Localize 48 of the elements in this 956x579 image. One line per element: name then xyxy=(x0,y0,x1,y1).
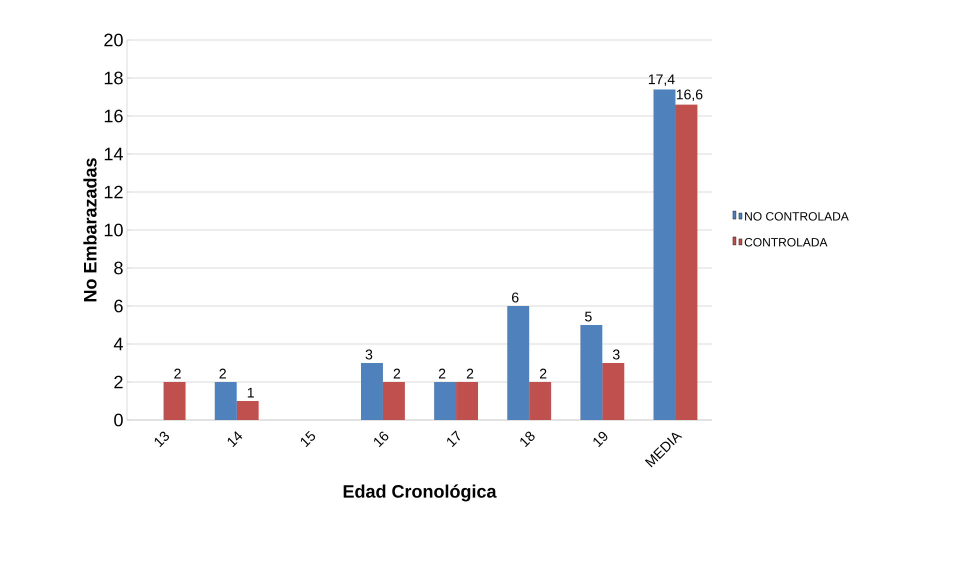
bar xyxy=(654,89,676,420)
y-tick-label: 4 xyxy=(114,338,123,350)
y-tick-label: 0 xyxy=(114,414,123,426)
bar xyxy=(236,401,259,420)
y-tick-label: 2 xyxy=(114,376,123,388)
x-tick-label: 15 xyxy=(300,430,316,448)
data-label: 2 xyxy=(220,368,226,378)
bar xyxy=(214,382,237,420)
bar xyxy=(580,325,602,420)
data-label: 5 xyxy=(585,312,592,322)
x-tick-label: 19 xyxy=(593,432,608,448)
bar xyxy=(602,363,624,420)
x-tick-label: 17 xyxy=(447,430,460,448)
data-label: 17,4 xyxy=(648,74,675,86)
bar xyxy=(456,382,478,420)
y-tick-label: 16 xyxy=(104,110,123,122)
data-label: 3 xyxy=(366,350,372,360)
data-label: 16,6 xyxy=(676,89,702,102)
bar xyxy=(434,382,456,420)
data-label: 2 xyxy=(394,368,400,378)
y-axis-title: No Embarazadas xyxy=(83,158,97,302)
bar xyxy=(675,104,698,420)
y-tick-label: 14 xyxy=(104,148,123,160)
legend-label: NO CONTROLADA xyxy=(745,212,849,221)
y-tick-label: 20 xyxy=(104,34,123,46)
y-tick-label: 8 xyxy=(114,262,123,274)
x-tick-label: 18 xyxy=(520,432,535,448)
data-label: 3 xyxy=(612,350,620,360)
x-tick-label: 13 xyxy=(154,432,170,448)
bar xyxy=(529,382,552,420)
legend-label: CONTROLADA xyxy=(744,238,828,246)
y-tick-label: 6 xyxy=(114,300,123,312)
bar xyxy=(507,306,530,420)
y-tick-label: 18 xyxy=(104,72,123,84)
x-axis-title: Edad Cronológica xyxy=(344,484,497,502)
data-label: 2 xyxy=(466,368,474,378)
bar xyxy=(164,382,186,420)
data-label: 2 xyxy=(540,368,546,378)
data-label: 6 xyxy=(512,292,518,302)
bar xyxy=(382,382,405,420)
data-label: 1 xyxy=(248,388,254,398)
bar xyxy=(361,363,383,420)
data-label: 2 xyxy=(438,368,446,378)
data-label: 2 xyxy=(174,368,181,378)
y-tick-label: 12 xyxy=(104,186,123,198)
x-tick-label: 14 xyxy=(228,431,242,448)
y-tick-label: 10 xyxy=(104,224,123,236)
x-tick-label: 16 xyxy=(374,432,388,448)
